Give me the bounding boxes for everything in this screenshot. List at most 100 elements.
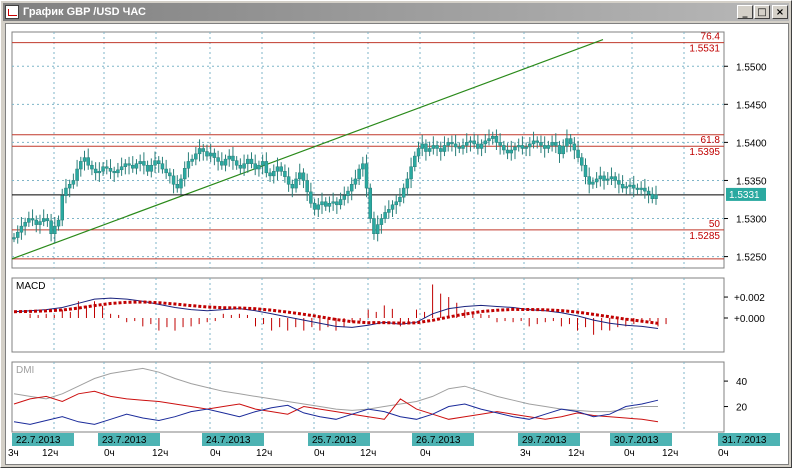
candle[interactable]	[580, 157, 584, 166]
candle[interactable]	[342, 195, 347, 200]
candle[interactable]	[231, 155, 235, 161]
candle[interactable]	[606, 178, 610, 181]
candle[interactable]	[401, 187, 406, 198]
candle[interactable]	[179, 178, 183, 189]
candle[interactable]	[650, 193, 655, 199]
macd-signal-line[interactable]	[13, 300, 659, 325]
candle[interactable]	[30, 218, 35, 221]
candle[interactable]	[557, 145, 562, 155]
candle[interactable]	[349, 184, 354, 192]
candle[interactable]	[420, 143, 424, 149]
candle[interactable]	[379, 218, 384, 225]
candle[interactable]	[546, 145, 551, 149]
candle[interactable]	[127, 163, 131, 166]
candle[interactable]	[197, 148, 202, 155]
candle[interactable]	[75, 168, 79, 181]
candle[interactable]	[453, 143, 458, 148]
candle[interactable]	[620, 184, 625, 189]
candle[interactable]	[450, 142, 454, 145]
candle[interactable]	[257, 164, 261, 170]
chart-area[interactable]: 1.5500 1.5450 1.5400 1.5350 1.5300 1.5250 76.4…	[5, 23, 789, 465]
candle[interactable]	[594, 178, 599, 183]
candle[interactable]	[442, 145, 447, 152]
candle[interactable]	[572, 143, 577, 151]
candle[interactable]	[524, 146, 528, 149]
candle[interactable]	[234, 160, 239, 166]
candle[interactable]	[635, 187, 640, 190]
candle[interactable]	[528, 143, 532, 148]
candle[interactable]	[502, 145, 506, 151]
chart-svg[interactable]: 1.5500 1.5450 1.5400 1.5350 1.5300 1.5250 76.4…	[6, 24, 788, 464]
candle[interactable]	[90, 164, 94, 170]
candle[interactable]	[609, 176, 614, 180]
candle[interactable]	[242, 163, 246, 169]
candle[interactable]	[290, 184, 295, 189]
dmi-plus-line[interactable]	[13, 399, 659, 425]
candle[interactable]	[498, 142, 502, 146]
close-button[interactable]: ×	[772, 5, 788, 19]
candle[interactable]	[279, 166, 283, 172]
candle[interactable]	[587, 176, 591, 185]
candle[interactable]	[108, 168, 113, 172]
candle[interactable]	[116, 169, 120, 174]
candle[interactable]	[160, 163, 165, 170]
candle[interactable]	[531, 140, 536, 145]
candle[interactable]	[312, 203, 317, 210]
candle[interactable]	[602, 175, 606, 181]
candle[interactable]	[93, 168, 98, 174]
candle[interactable]	[216, 157, 220, 162]
candle[interactable]	[56, 219, 61, 227]
candle[interactable]	[346, 190, 350, 196]
candle[interactable]	[513, 146, 517, 151]
candle[interactable]	[149, 164, 154, 172]
candle[interactable]	[561, 145, 565, 155]
candle[interactable]	[153, 160, 157, 166]
candle[interactable]	[305, 180, 309, 193]
candle[interactable]	[487, 138, 491, 142]
candle[interactable]	[168, 172, 172, 177]
candle[interactable]	[156, 160, 161, 164]
candle[interactable]	[490, 136, 495, 139]
candle[interactable]	[535, 140, 539, 143]
candle[interactable]	[424, 143, 428, 152]
candle[interactable]	[617, 180, 621, 185]
candle[interactable]	[542, 145, 547, 149]
candle[interactable]	[138, 161, 142, 164]
candle[interactable]	[539, 142, 543, 146]
candle[interactable]	[205, 151, 209, 157]
candle[interactable]	[405, 178, 410, 189]
title-bar[interactable]: График GBP /USD ЧАС _ □ ×	[3, 3, 789, 21]
candle[interactable]	[19, 225, 24, 233]
candle[interactable]	[186, 161, 191, 169]
candle[interactable]	[309, 191, 313, 204]
candle[interactable]	[208, 152, 213, 157]
candle[interactable]	[164, 168, 168, 174]
candle[interactable]	[394, 201, 398, 206]
candle[interactable]	[60, 195, 64, 221]
candle[interactable]	[45, 218, 50, 222]
candle[interactable]	[12, 237, 16, 240]
candle[interactable]	[64, 187, 68, 196]
candle[interactable]	[71, 180, 76, 185]
trend-line[interactable]	[11, 39, 604, 260]
candle[interactable]	[268, 172, 272, 177]
candle[interactable]	[79, 161, 83, 170]
candle[interactable]	[390, 204, 395, 210]
candle[interactable]	[494, 136, 499, 143]
dmi-minus-line[interactable]	[13, 390, 659, 423]
candle[interactable]	[67, 184, 72, 189]
adx-line[interactable]	[13, 367, 658, 413]
candle[interactable]	[479, 143, 484, 149]
candle[interactable]	[335, 201, 339, 206]
candle[interactable]	[331, 201, 335, 204]
candle[interactable]	[82, 157, 87, 162]
candle[interactable]	[323, 201, 328, 207]
candle[interactable]	[264, 161, 269, 174]
candle[interactable]	[476, 143, 480, 149]
minimize-button[interactable]: _	[737, 5, 753, 19]
candle[interactable]	[123, 163, 128, 167]
candle[interactable]	[38, 221, 42, 225]
candle[interactable]	[372, 218, 376, 234]
candle[interactable]	[435, 145, 439, 149]
candle[interactable]	[142, 161, 146, 166]
